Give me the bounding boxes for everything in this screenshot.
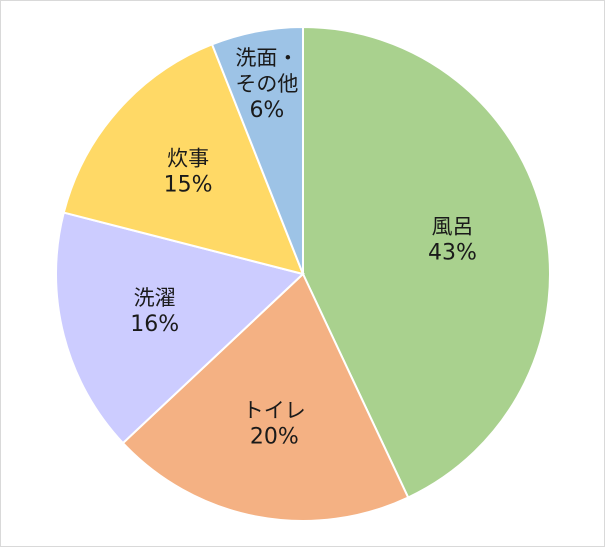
slice-percent-label: 15%	[164, 173, 213, 198]
slice-percent-label: 6%	[249, 98, 284, 123]
slice-percent-label: 43%	[428, 241, 477, 266]
pie-slice	[62, 43, 305, 276]
slice-name-label: 炊事	[167, 147, 209, 171]
pie-slice	[210, 25, 304, 275]
slice-percent-label: 16%	[130, 312, 179, 337]
slice-name-label: その他	[235, 72, 298, 96]
slice-name-label: 洗面・	[235, 46, 298, 70]
slice-name-label: トイレ	[243, 398, 306, 422]
slice-name-label: 風呂	[431, 215, 473, 239]
slice-percent-label: 20%	[250, 424, 299, 449]
pie-slice	[302, 25, 551, 499]
pie-slice	[55, 211, 306, 445]
slice-name-label: 洗濯	[134, 286, 176, 310]
pie-slice	[121, 272, 410, 522]
